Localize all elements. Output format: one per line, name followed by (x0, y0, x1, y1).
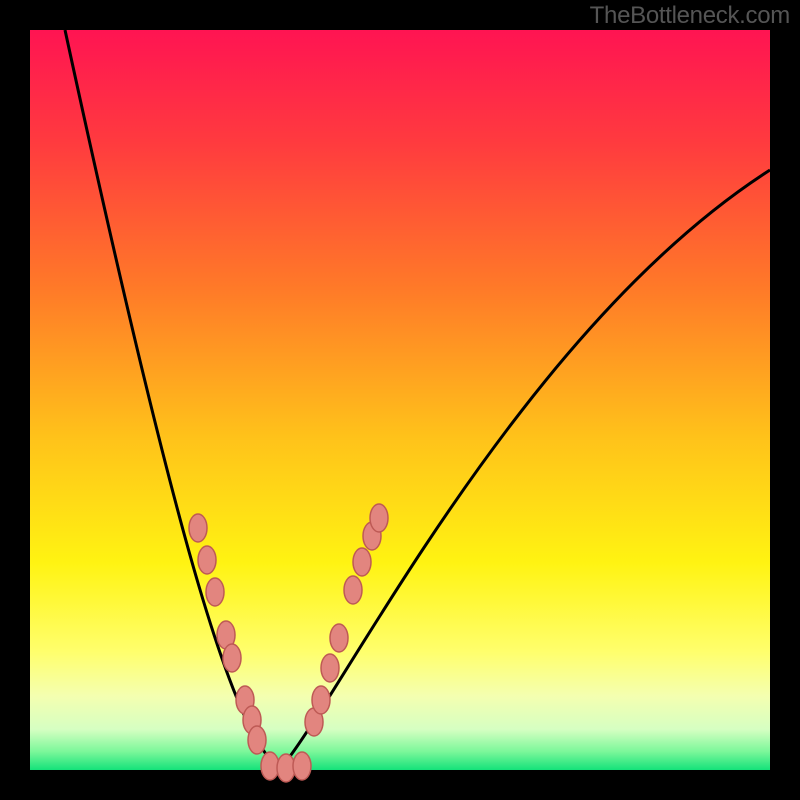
curve-marker (198, 546, 216, 574)
curve-marker (261, 752, 279, 780)
curve-marker (312, 686, 330, 714)
curve-marker (293, 752, 311, 780)
curve-marker (206, 578, 224, 606)
curve-marker (353, 548, 371, 576)
curve-marker (344, 576, 362, 604)
plot-background (30, 30, 770, 770)
curve-marker (277, 754, 295, 782)
watermark-text: TheBottleneck.com (590, 2, 790, 30)
curve-marker (223, 644, 241, 672)
curve-marker (370, 504, 388, 532)
curve-marker (330, 624, 348, 652)
bottleneck-chart (0, 0, 800, 800)
curve-marker (321, 654, 339, 682)
chart-frame: TheBottleneck.com (0, 0, 800, 800)
curve-marker (248, 726, 266, 754)
curve-marker (189, 514, 207, 542)
